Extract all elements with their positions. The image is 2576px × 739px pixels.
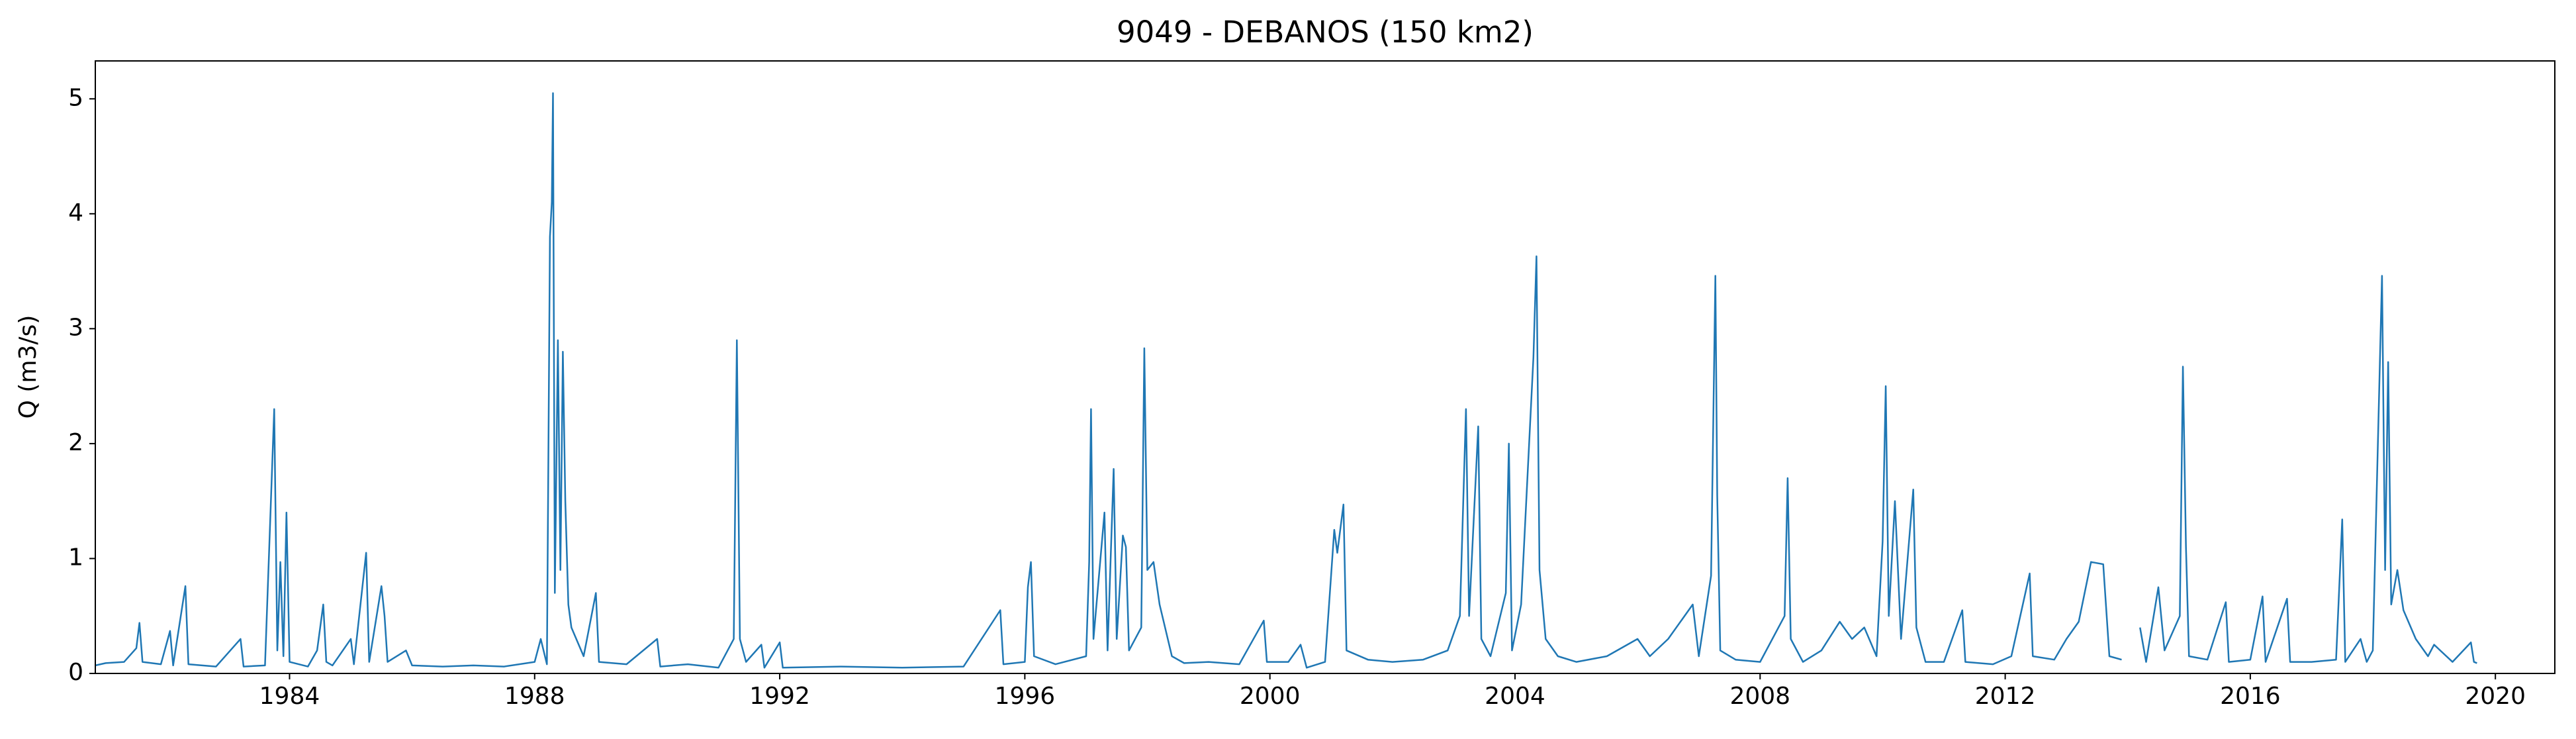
y-tick-label: 5: [68, 84, 83, 111]
x-tick-label: 2016: [2220, 683, 2281, 710]
x-tick-label: 2004: [1485, 683, 1545, 710]
y-tick-label: 0: [68, 659, 83, 686]
y-tick-label: 2: [68, 429, 83, 456]
x-tick-label: 1988: [504, 683, 565, 710]
y-tick-label: 3: [68, 314, 83, 341]
y-tick-label: 1: [68, 544, 83, 571]
x-tick-label: 1984: [259, 683, 320, 710]
x-tick-label: 1996: [995, 683, 1056, 710]
plot-frame: [95, 60, 2555, 674]
y-axis-label: Q (m3/s): [15, 315, 42, 419]
x-tick-label: 2020: [2465, 683, 2526, 710]
chart-title: 9049 - DEBANOS (150 km2): [1117, 15, 1534, 50]
y-tick-label: 4: [68, 199, 83, 226]
line-series: [95, 92, 2477, 669]
x-tick-label: 2012: [1975, 683, 2036, 710]
x-tick-label: 2000: [1240, 683, 1301, 710]
x-tick-label: 1992: [749, 683, 810, 710]
x-tick-label: 2008: [1729, 683, 1790, 710]
